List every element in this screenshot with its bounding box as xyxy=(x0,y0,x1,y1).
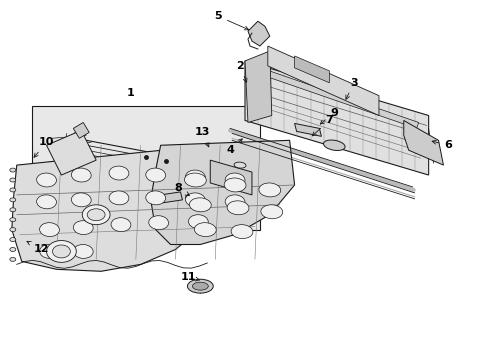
Ellipse shape xyxy=(10,188,16,192)
Ellipse shape xyxy=(10,228,16,231)
Text: 12: 12 xyxy=(27,241,49,255)
Text: 9: 9 xyxy=(320,108,338,124)
Text: 10: 10 xyxy=(34,137,54,157)
Ellipse shape xyxy=(227,201,248,215)
Text: 2: 2 xyxy=(236,61,246,82)
Ellipse shape xyxy=(73,244,93,258)
Text: 13: 13 xyxy=(194,127,209,147)
Polygon shape xyxy=(46,130,96,175)
Ellipse shape xyxy=(10,178,16,182)
Ellipse shape xyxy=(10,257,16,261)
Ellipse shape xyxy=(87,209,105,221)
Ellipse shape xyxy=(189,198,211,212)
Ellipse shape xyxy=(194,222,216,237)
Ellipse shape xyxy=(10,168,16,172)
Ellipse shape xyxy=(261,205,282,219)
Text: 8: 8 xyxy=(174,183,189,196)
Ellipse shape xyxy=(71,168,91,182)
Ellipse shape xyxy=(224,178,245,192)
Ellipse shape xyxy=(111,218,131,231)
Ellipse shape xyxy=(40,222,60,237)
Polygon shape xyxy=(244,51,271,122)
Ellipse shape xyxy=(40,244,60,258)
Text: 6: 6 xyxy=(431,140,451,150)
Ellipse shape xyxy=(109,191,129,205)
Ellipse shape xyxy=(185,193,205,207)
Text: 3: 3 xyxy=(345,78,357,99)
Polygon shape xyxy=(210,160,251,195)
Ellipse shape xyxy=(145,191,165,205)
Polygon shape xyxy=(267,46,378,116)
Ellipse shape xyxy=(10,218,16,222)
Polygon shape xyxy=(252,66,418,129)
Polygon shape xyxy=(32,105,259,230)
Ellipse shape xyxy=(148,216,168,230)
Ellipse shape xyxy=(82,205,110,225)
Ellipse shape xyxy=(192,282,208,290)
Ellipse shape xyxy=(231,225,252,239)
Polygon shape xyxy=(244,61,427,175)
Ellipse shape xyxy=(187,279,213,293)
Ellipse shape xyxy=(71,193,91,207)
Text: 1: 1 xyxy=(127,88,135,98)
Ellipse shape xyxy=(10,208,16,212)
Ellipse shape xyxy=(185,194,199,201)
Ellipse shape xyxy=(109,166,129,180)
Text: 5: 5 xyxy=(214,11,248,30)
Ellipse shape xyxy=(73,221,93,235)
Ellipse shape xyxy=(323,140,345,150)
Ellipse shape xyxy=(37,195,56,209)
Ellipse shape xyxy=(10,247,16,251)
Polygon shape xyxy=(403,121,443,165)
Text: 4: 4 xyxy=(226,139,242,155)
Ellipse shape xyxy=(37,173,56,187)
Ellipse shape xyxy=(10,198,16,202)
Ellipse shape xyxy=(184,173,206,187)
Polygon shape xyxy=(12,145,220,271)
Ellipse shape xyxy=(145,168,165,182)
Ellipse shape xyxy=(185,170,205,184)
Polygon shape xyxy=(150,140,294,244)
Ellipse shape xyxy=(224,173,244,187)
Polygon shape xyxy=(247,21,269,46)
Ellipse shape xyxy=(46,240,76,262)
Polygon shape xyxy=(294,123,321,136)
Ellipse shape xyxy=(10,238,16,242)
Polygon shape xyxy=(294,56,328,83)
Ellipse shape xyxy=(258,183,280,197)
Ellipse shape xyxy=(52,245,70,258)
Text: 11: 11 xyxy=(181,272,199,282)
Polygon shape xyxy=(161,192,182,203)
Ellipse shape xyxy=(224,195,244,209)
Ellipse shape xyxy=(188,215,208,229)
Ellipse shape xyxy=(234,162,245,168)
Text: 7: 7 xyxy=(312,116,332,136)
Polygon shape xyxy=(73,122,89,138)
